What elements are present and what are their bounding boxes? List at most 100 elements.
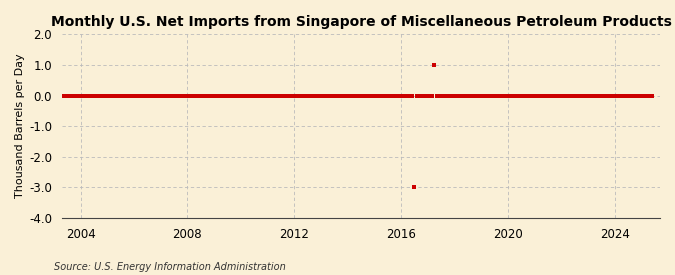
Point [126,94,137,98]
Point [157,94,168,98]
Point [593,94,604,98]
Point [291,94,302,98]
Point [527,94,538,98]
Point [135,94,146,98]
Point [131,94,142,98]
Point [347,94,358,98]
Point [178,94,188,98]
Point [356,94,367,98]
Point [394,94,404,98]
Point [556,94,566,98]
Point [100,94,111,98]
Point [353,94,364,98]
Point [184,94,195,98]
Point [176,94,186,98]
Point [404,94,415,98]
Point [186,94,197,98]
Point [511,94,522,98]
Point [442,94,453,98]
Point [598,94,609,98]
Point [423,94,433,98]
Point [289,94,300,98]
Point [333,94,344,98]
Point [253,94,264,98]
Point [491,94,502,98]
Point [558,94,569,98]
Point [351,94,362,98]
Point [298,94,308,98]
Point [200,94,211,98]
Point [629,94,640,98]
Point [315,94,326,98]
Point [378,94,389,98]
Point [205,94,215,98]
Point [124,94,135,98]
Point [600,94,611,98]
Point [313,94,324,98]
Point [57,94,68,98]
Point [180,94,190,98]
Point [622,94,633,98]
Text: Source: U.S. Energy Information Administration: Source: U.S. Energy Information Administ… [54,262,286,272]
Point [78,94,88,98]
Point [302,94,313,98]
Point [413,94,424,98]
Point [265,94,275,98]
Point [133,94,144,98]
Point [574,94,585,98]
Point [420,94,431,98]
Point [144,94,155,98]
Point [543,94,554,98]
Point [509,94,520,98]
Point [502,94,513,98]
Point [207,94,217,98]
Point [209,94,219,98]
Point [231,94,242,98]
Point [293,94,304,98]
Point [122,94,133,98]
Point [80,94,90,98]
Point [236,94,246,98]
Point [151,94,161,98]
Point [445,94,456,98]
Point [531,94,542,98]
Point [160,94,171,98]
Point [447,94,458,98]
Title: Monthly U.S. Net Imports from Singapore of Miscellaneous Petroleum Products: Monthly U.S. Net Imports from Singapore … [51,15,672,29]
Point [66,94,77,98]
Point [425,94,435,98]
Point [296,94,306,98]
Point [267,94,277,98]
Point [222,94,233,98]
Point [540,94,551,98]
Point [240,94,250,98]
Point [117,94,128,98]
Point [505,94,516,98]
Point [533,94,544,98]
Point [500,94,511,98]
Point [242,94,253,98]
Point [385,94,396,98]
Point [284,94,295,98]
Point [591,94,602,98]
Point [306,94,317,98]
Point [173,94,184,98]
Point [375,94,386,98]
Point [320,94,331,98]
Point [155,94,166,98]
Point [342,94,353,98]
Point [213,94,224,98]
Point [580,94,591,98]
Point [498,94,509,98]
Point [275,94,286,98]
Point [249,94,260,98]
Point [398,94,408,98]
Point [585,94,595,98]
Point [469,94,480,98]
Point [456,94,466,98]
Point [460,94,471,98]
Point [562,94,573,98]
Point [233,94,244,98]
Point [140,94,151,98]
Point [389,94,400,98]
